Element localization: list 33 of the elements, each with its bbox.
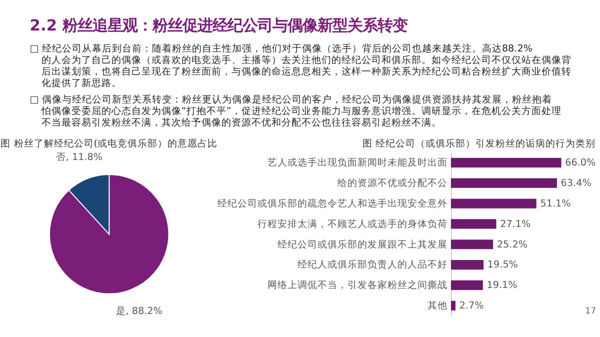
data-label: 66.0% xyxy=(565,158,596,169)
y-tick-label: 艺人或选手出现负面新闻时未能及时出面 xyxy=(268,156,448,169)
data-label: 19.5% xyxy=(487,260,518,271)
bar xyxy=(450,280,483,290)
chart-title: 图 粉丝了解经纪公司(或电竞俱乐部）的意愿占比 xyxy=(0,138,218,150)
y-tick-label: 经纪公司或俱乐部的疏忽令艺人和选手出现安全意外 xyxy=(218,197,448,210)
chart-title: 图 经纪公司（或俱乐部）引发粉丝的诟病的行为类别 xyxy=(362,138,596,150)
y-tick-label: 经纪人或俱乐部负责人的人品不好 xyxy=(298,258,448,271)
data-label: 25.2% xyxy=(496,239,528,250)
bar xyxy=(450,198,536,208)
y-tick-label: 行程安排太满，不顾艺人或选手的身体负荷 xyxy=(258,218,448,230)
bar xyxy=(450,219,496,229)
bar xyxy=(450,240,494,250)
data-label: 63.4% xyxy=(560,178,592,189)
data-label: 51.1% xyxy=(540,198,571,210)
text: □ 偶像与经纪公司新型关系转变：粉丝更认为偶像是经纪公司的客户，经纪公司为偶像提供资源扶持其发展，粉丝抱着怕偶像受委屈的心态自发为偶像“打抱不平”，促进经纪公司业务能力与服务意识增强。调研显示，在危机公关方面处理不当最容易引发粉丝不满，其次给予偶像的资源不优和分配不公也往往容易引起粉丝不满。 xyxy=(30,93,562,128)
bar xyxy=(450,260,484,270)
y-tick-label: 其他 xyxy=(428,300,448,312)
data-label: 19.1% xyxy=(486,280,518,292)
text: □ 经纪公司从幕后到台前：随着粉丝的自主性加强，他们对于偶像（选手）背后的公司也越来越关注。高达88.2%的人会为了自己的偶像（或喜欢的电竞选手、主播等）去关注他们的经纪公司和俱乐部。如今经纪公司不仅仅站在偶像背后出谋划策，也将自己呈现在了粉丝面前，与偶像的命运息息相关，这样一种新关系为经纪公司粘合粉丝扩大商业价值转化提供了新思路。 xyxy=(30,42,572,90)
data-label: 27.1% xyxy=(500,218,531,230)
y-tick-label: 给的资源不优或分配不公 xyxy=(338,176,448,189)
text: 17 xyxy=(585,306,596,316)
slice-label: 是, 88.2% xyxy=(116,306,162,318)
y-tick-label: 网络上调侃不当，引发各家粉丝之间撕战 xyxy=(268,279,448,292)
text: 2.2 粉丝追星观：粉丝促进经纪公司与偶像新型关系转变 xyxy=(30,16,408,34)
pie-slice xyxy=(49,174,170,294)
bar xyxy=(450,300,456,310)
bar xyxy=(450,178,557,188)
data-label: 2.7% xyxy=(459,300,484,312)
y-tick-label: 经纪公司或俱乐部的发展跟不上其发展 xyxy=(278,238,448,250)
bar xyxy=(450,158,562,168)
slice-label: 否, 11.8% xyxy=(56,152,102,163)
